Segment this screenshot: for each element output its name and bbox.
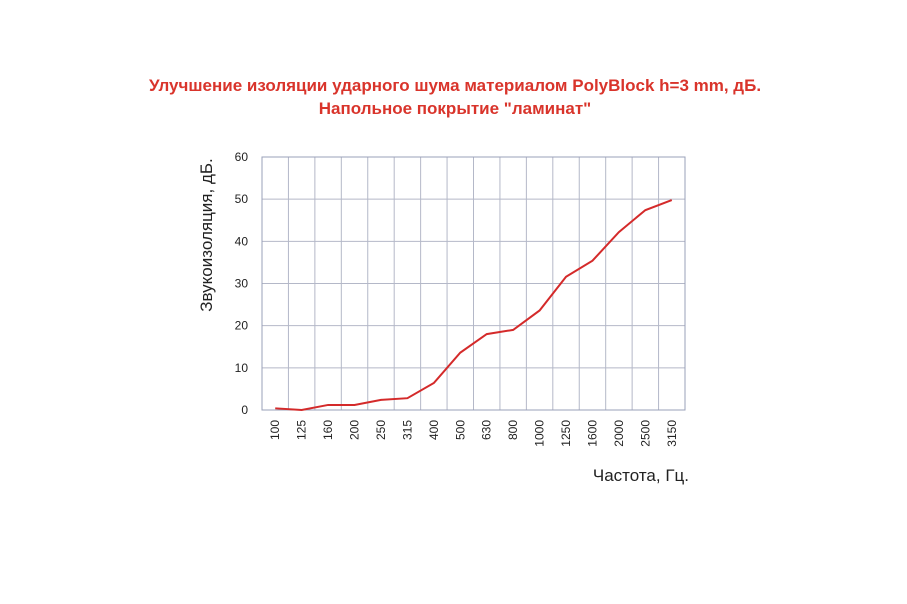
x-tick-label: 2500 (638, 420, 652, 447)
x-tick-label: 100 (268, 420, 282, 440)
x-tick-label: 3150 (665, 420, 679, 447)
x-tick-label: 200 (348, 420, 362, 440)
y-tick-label: 60 (235, 150, 249, 164)
x-tick-label: 400 (427, 420, 441, 440)
x-tick-label: 125 (295, 420, 309, 440)
x-axis-label: Частота, Гц. (593, 466, 689, 485)
x-tick-label: 630 (480, 420, 494, 440)
y-axis-label: Звукоизоляция, дБ. (197, 158, 216, 312)
x-tick-label: 500 (453, 420, 467, 440)
y-tick-label: 30 (235, 277, 249, 291)
x-tick-label: 160 (321, 420, 335, 440)
x-tick-label: 315 (400, 420, 414, 440)
x-tick-label: 250 (374, 420, 388, 440)
chart-title: Улучшение изоляции ударного шума материа… (149, 76, 761, 95)
x-tick-label: 1250 (559, 420, 573, 447)
x-tick-label: 1600 (585, 420, 599, 447)
plot-border (261, 156, 686, 411)
x-tick-label: 2000 (612, 420, 626, 447)
data-line (275, 199, 673, 412)
x-tick-label: 800 (506, 420, 520, 440)
x-tick-label: 1000 (533, 420, 547, 447)
y-tick-label: 40 (235, 234, 249, 248)
y-tick-label: 20 (235, 319, 249, 333)
y-tick-label: 0 (241, 403, 248, 417)
y-tick-label: 50 (235, 192, 249, 206)
chart-subtitle: Напольное покрытие "ламинат" (319, 99, 592, 118)
y-tick-label: 10 (235, 361, 249, 375)
